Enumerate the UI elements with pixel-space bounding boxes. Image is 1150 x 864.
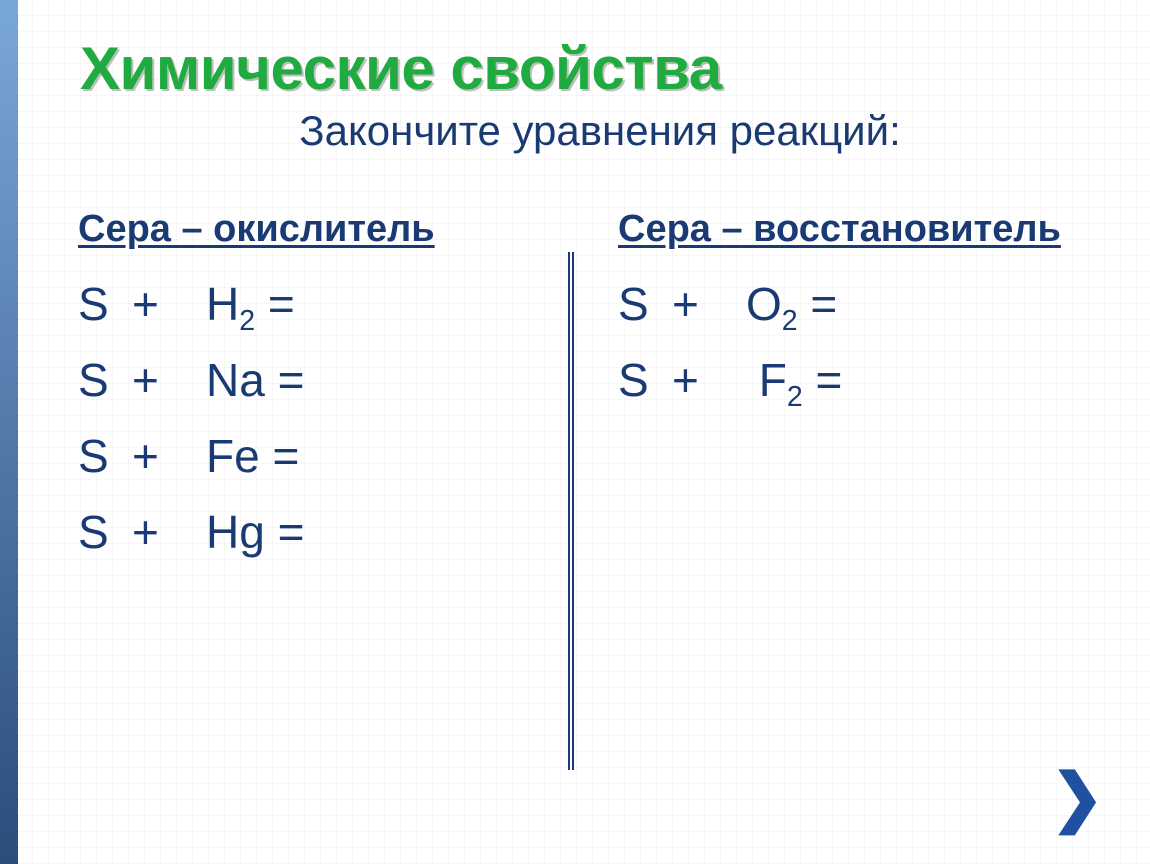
slide-title: Химические свойства bbox=[80, 34, 1120, 103]
left-column: Сера – окислитель S+H2 = S+Na = S+Fe = S+Hg… bbox=[78, 208, 588, 814]
equation-row: S+Hg = bbox=[78, 505, 558, 559]
right-column-header: Сера – восстановитель bbox=[618, 208, 1090, 251]
left-accent-bar bbox=[0, 0, 18, 864]
next-slide-button[interactable]: ❯ bbox=[1050, 766, 1104, 830]
right-column: Сера – восстановитель S+O2 = S+ F2 = bbox=[588, 208, 1090, 814]
equation-row: S+ F2 = bbox=[618, 353, 1090, 407]
slide-subtitle: Закончите уравнения реакций: bbox=[80, 107, 1120, 155]
equation-row: S+H2 = bbox=[78, 277, 558, 331]
equation-row: S+O2 = bbox=[618, 277, 1090, 331]
left-equation-list: S+H2 = S+Na = S+Fe = S+Hg = bbox=[78, 277, 558, 559]
right-equation-list: S+O2 = S+ F2 = bbox=[618, 277, 1090, 407]
left-column-header: Сера – окислитель bbox=[78, 208, 558, 251]
equation-row: S+Na = bbox=[78, 353, 558, 407]
columns-wrap: Сера – окислитель S+H2 = S+Na = S+Fe = S+Hg… bbox=[78, 208, 1090, 814]
equation-row: S+Fe = bbox=[78, 429, 558, 483]
